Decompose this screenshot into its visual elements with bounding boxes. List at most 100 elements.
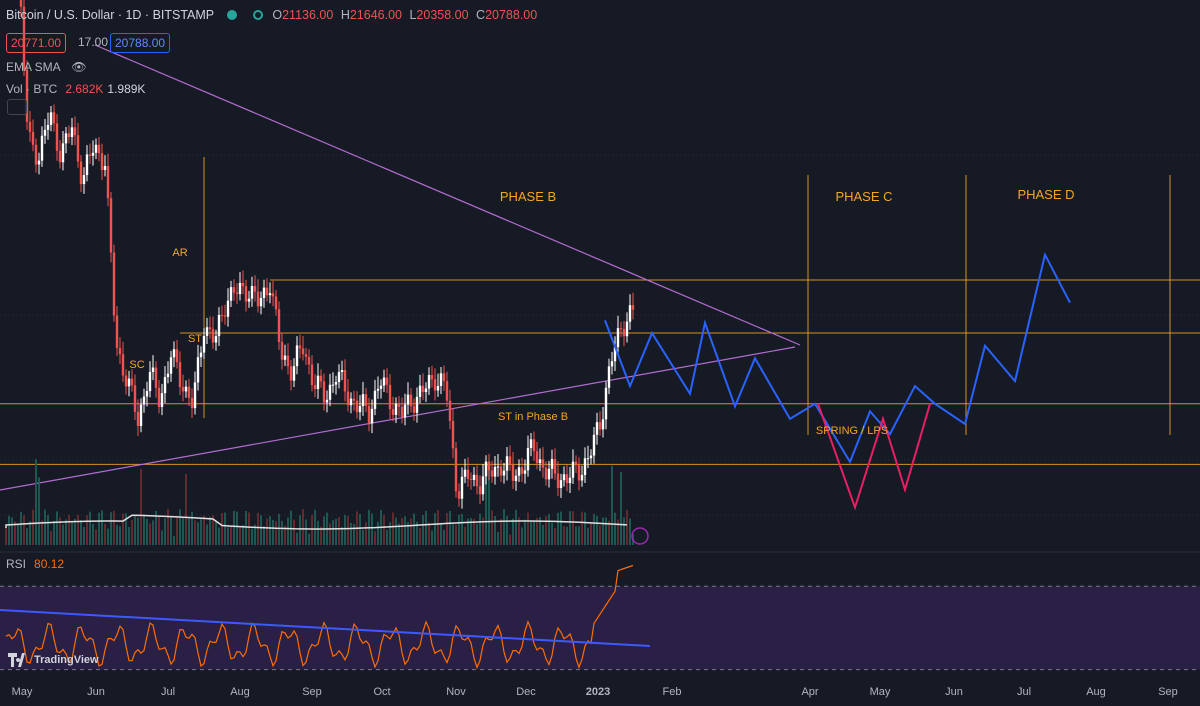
- candle-body: [130, 378, 134, 386]
- candle-body: [91, 152, 95, 156]
- candle-body: [196, 357, 200, 383]
- volume-bar: [74, 519, 76, 545]
- candle-body: [604, 387, 608, 420]
- trendlines: [0, 44, 801, 491]
- projection-path-pink: [817, 403, 931, 511]
- candle-body: [496, 466, 500, 468]
- buy-price-button[interactable]: 20788.00: [110, 33, 171, 53]
- candle-body: [493, 466, 497, 477]
- volume-bar: [272, 519, 274, 545]
- x-axis-label: Feb: [663, 686, 682, 698]
- rsi-value: 80.12: [34, 557, 65, 571]
- market-status-icon: [227, 9, 238, 20]
- x-axis-label: Jun: [87, 686, 105, 698]
- candle-body: [508, 456, 512, 465]
- candle-body: [115, 315, 119, 348]
- candle-body: [160, 393, 164, 408]
- candle-body: [595, 422, 599, 435]
- volume-bar: [587, 527, 589, 545]
- volume-ma-line: [5, 514, 628, 530]
- candle-body: [415, 396, 419, 413]
- volume-bar: [350, 522, 352, 545]
- candle-body: [430, 375, 434, 380]
- candle-body: [298, 345, 302, 349]
- collapse-indicators-button[interactable]: [7, 99, 27, 115]
- candle-body: [367, 405, 371, 424]
- volume-bar: [305, 519, 307, 545]
- volume-bar: [566, 526, 568, 545]
- volume-bar: [185, 473, 187, 545]
- symbol-title[interactable]: Bitcoin / U.S. Dollar · 1D · BITSTAMP: [6, 8, 214, 22]
- volume-bar: [575, 526, 577, 545]
- annotation-label: ST: [188, 333, 202, 345]
- candle-body: [163, 377, 167, 394]
- tradingview-logo[interactable]: TradingView: [8, 653, 99, 667]
- candle-body: [61, 143, 65, 163]
- candle-body: [220, 315, 224, 317]
- candle-body: [22, 6, 26, 70]
- volume-bar: [38, 477, 40, 545]
- candle-body: [226, 300, 230, 317]
- volume-bar: [590, 523, 592, 545]
- candle-body: [235, 292, 239, 295]
- candle-body: [370, 408, 374, 424]
- volume-value-2: 1.989K: [107, 82, 146, 96]
- volume-bar: [263, 526, 265, 545]
- tradingview-logo-icon: [8, 653, 25, 667]
- open-value: 21136.00: [282, 8, 334, 22]
- volume-bar: [425, 510, 427, 545]
- volume-bar: [200, 519, 202, 545]
- volume-bar: [95, 529, 97, 545]
- candle-body: [514, 475, 518, 481]
- volume-bar: [143, 514, 145, 545]
- ema-sma-label: EMA SMA: [6, 60, 61, 74]
- volume-bar: [266, 518, 268, 545]
- volume-bar: [233, 510, 235, 545]
- candle-body: [556, 473, 560, 488]
- volume-bar: [392, 512, 394, 545]
- volume-bar: [527, 512, 529, 545]
- candle-body: [151, 367, 155, 373]
- volume-bar: [581, 511, 583, 545]
- volume-bar: [470, 517, 472, 545]
- volume-bar: [530, 520, 532, 545]
- candle-body: [274, 296, 278, 310]
- annotations: PHASE B PHASE C PHASE D AR ST SC ST in Phase B…: [129, 187, 1074, 437]
- volume-bar: [431, 530, 433, 545]
- volume-bar: [275, 521, 277, 545]
- eye-off-icon[interactable]: 👁: [71, 60, 87, 74]
- rsi-legend[interactable]: RSI 80.12: [6, 557, 64, 571]
- candle-body: [511, 464, 515, 481]
- candle-body: [70, 127, 74, 138]
- candle-body: [442, 373, 446, 382]
- volume-bar: [497, 531, 499, 545]
- candle-body: [331, 384, 335, 386]
- volume-bar: [251, 528, 253, 545]
- sell-price-button[interactable]: 20771.00: [6, 33, 67, 53]
- candle-body: [343, 370, 347, 392]
- candle-body: [475, 474, 479, 487]
- candle-body: [34, 144, 38, 165]
- candle-body: [487, 461, 491, 471]
- annotation-label: SPRING / LPS: [816, 425, 888, 437]
- volume-bar: [542, 524, 544, 545]
- ema-sma-indicator[interactable]: EMA SMA 👁: [6, 60, 87, 74]
- candle-body: [118, 347, 122, 355]
- volume-indicator[interactable]: Vol · BTC 2.682K 1.989K: [6, 82, 145, 96]
- volume-bar: [110, 512, 112, 545]
- candle-body: [376, 388, 380, 391]
- volume-bar: [488, 465, 490, 545]
- volume-bar: [23, 515, 25, 545]
- volume-bar: [563, 525, 565, 545]
- candle-body: [40, 135, 44, 161]
- volume-bar: [377, 521, 379, 545]
- x-axis-label: Jul: [1017, 686, 1031, 698]
- volume-bar: [533, 521, 535, 545]
- x-axis-label: May: [12, 686, 33, 698]
- volume-bar: [455, 524, 457, 545]
- candle-body: [457, 491, 461, 499]
- volume-bar: [179, 509, 181, 545]
- volume-bar: [164, 518, 166, 545]
- low-key: L: [409, 8, 417, 22]
